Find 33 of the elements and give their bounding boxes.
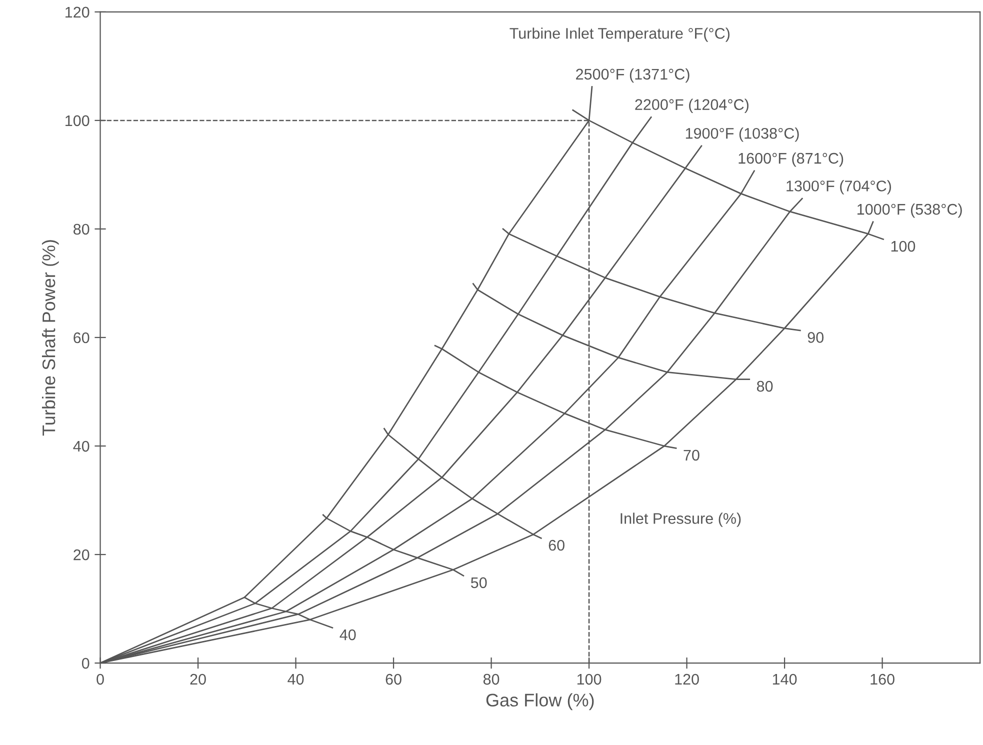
y-tick-label: 100: [66, 115, 90, 126]
x-tick-label: 40: [288, 674, 304, 685]
x-tick-label: 0: [96, 674, 104, 685]
x-axis-title: Gas Flow (%): [486, 693, 594, 710]
x-tick-label: 140: [772, 674, 797, 685]
y-tick-label: 60: [74, 332, 90, 344]
series-label: 1900°F (1038°C): [686, 128, 799, 142]
y-axis-title: Turbine Shaft Power (%): [42, 240, 59, 436]
series-label: 1000°F (538°C): [858, 204, 962, 218]
x-tick-label: 60: [386, 674, 402, 685]
y-tick-label: 0: [82, 658, 90, 669]
series-label: 50: [470, 577, 487, 588]
series-label: 1600°F (871°C): [738, 152, 844, 167]
x-tick-label: 20: [190, 674, 206, 685]
series-label: 40: [340, 629, 356, 640]
x-tick-label: 120: [675, 674, 699, 685]
series-label: 2500°F (1371°C): [576, 68, 690, 83]
y-tick-label: 120: [66, 6, 90, 18]
series-label: 60: [548, 540, 564, 551]
x-tick-label: 100: [577, 674, 602, 685]
y-tick-label: 80: [74, 224, 90, 235]
annotation: Inlet Pressure (%): [620, 512, 741, 527]
series-label: 80: [756, 380, 773, 392]
x-tick-label: 80: [483, 674, 500, 685]
annotation: Turbine Inlet Temperature °F(°C): [510, 28, 730, 42]
y-tick-label: 20: [74, 549, 90, 560]
series-label: 2200°F (1204°C): [635, 98, 748, 114]
x-tick-label: 160: [870, 674, 894, 685]
series-label: 100: [891, 240, 916, 252]
series-label: 70: [684, 450, 700, 461]
series-label: 90: [808, 332, 824, 343]
series-label: 1300°F (704°C): [786, 180, 892, 194]
y-tick-label: 40: [73, 440, 90, 452]
